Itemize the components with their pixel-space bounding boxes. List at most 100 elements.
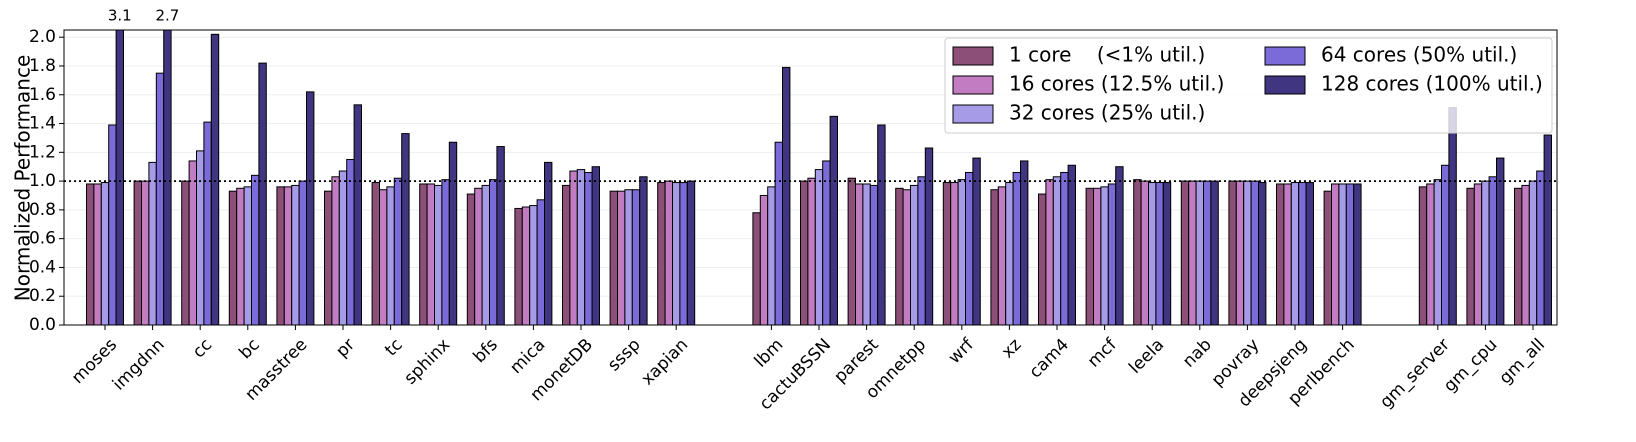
bar	[115, 30, 124, 325]
bar	[1433, 179, 1442, 325]
bar	[1012, 171, 1021, 325]
x-tick-label: cam4	[1026, 335, 1073, 382]
x-tick-label: lbm	[751, 335, 788, 372]
x-tick-label: gm_cpu	[1440, 335, 1501, 396]
bar	[1488, 176, 1497, 325]
bar	[1162, 182, 1172, 325]
y-tick-label: 0.0	[29, 315, 56, 335]
bars	[86, 30, 1552, 325]
bar	[1085, 187, 1094, 325]
bar	[466, 193, 476, 325]
bar	[306, 91, 315, 325]
bar	[474, 187, 483, 325]
x-tick-label: pr	[332, 335, 359, 362]
bar	[536, 199, 545, 325]
bar	[1536, 170, 1545, 325]
bar	[155, 72, 165, 325]
x-tick-label: bfs	[470, 335, 502, 367]
bar	[657, 182, 666, 325]
bar	[1188, 180, 1197, 325]
bar	[822, 160, 831, 325]
bar	[679, 182, 688, 325]
bar	[93, 183, 102, 325]
bar	[1276, 183, 1285, 325]
bar	[902, 189, 911, 325]
bar	[1283, 183, 1292, 325]
bar	[544, 161, 553, 325]
bar	[609, 190, 618, 325]
bar	[489, 179, 498, 325]
bar	[1290, 182, 1300, 325]
bar	[426, 183, 436, 325]
legend-label: 1 core (<1% util.)	[1009, 43, 1205, 67]
x-tick-label: xapian	[638, 335, 693, 390]
bar	[1514, 187, 1523, 325]
bar	[800, 180, 809, 325]
bar	[1155, 182, 1164, 325]
bar	[569, 170, 578, 325]
plot-frame	[63, 29, 1558, 326]
legend-swatch	[952, 46, 994, 66]
x-tick-label: gm_server	[1376, 335, 1454, 413]
y-tick-label: 0.8	[29, 200, 56, 220]
bar	[393, 177, 403, 325]
bar	[1107, 183, 1117, 325]
bar	[1331, 183, 1340, 325]
bar	[133, 180, 143, 325]
bar	[291, 184, 300, 325]
y-tick-label: 1.0	[29, 171, 56, 191]
legend-label: 32 cores (25% util.)	[1009, 101, 1205, 125]
bar	[942, 182, 952, 325]
bar	[997, 186, 1007, 325]
bar	[1496, 157, 1505, 325]
x-tick-label: cc	[189, 335, 216, 362]
x-tick-label: mica	[506, 335, 549, 378]
bar	[1005, 182, 1014, 325]
bar	[631, 189, 641, 325]
bar	[584, 171, 593, 325]
bar	[1195, 180, 1204, 325]
bar	[243, 186, 253, 325]
bar	[228, 190, 238, 325]
bar	[950, 182, 959, 325]
bar	[298, 180, 308, 325]
legend-swatch	[1264, 75, 1306, 95]
bar	[258, 62, 267, 325]
bar	[1243, 180, 1252, 325]
bar	[1148, 182, 1157, 325]
bar	[869, 184, 879, 325]
bar	[807, 177, 816, 325]
bar	[814, 169, 824, 325]
y-tick-label: 1.8	[29, 56, 56, 76]
bar	[203, 121, 212, 325]
bar	[1100, 186, 1109, 325]
bar	[672, 182, 681, 325]
bar	[877, 124, 886, 325]
x-tick-label: imgdnn	[109, 335, 169, 395]
bar	[379, 189, 388, 325]
bar	[767, 186, 776, 325]
legend-box	[944, 37, 1553, 134]
bar	[972, 157, 981, 325]
bar	[188, 160, 198, 325]
bar	[324, 190, 333, 325]
bar	[148, 161, 157, 325]
bar	[617, 190, 626, 325]
bar	[346, 159, 355, 325]
bar	[664, 180, 673, 325]
bar	[1020, 160, 1029, 325]
bar	[1466, 187, 1475, 325]
bar	[1060, 171, 1069, 325]
x-tick-label: xz	[998, 335, 1026, 363]
bar	[163, 30, 172, 325]
bar	[576, 169, 586, 325]
x-tick-label: gm_all	[1495, 335, 1549, 389]
bar	[1052, 176, 1062, 325]
y-tick-label: 0.6	[29, 229, 56, 249]
bar	[196, 150, 205, 325]
bar	[624, 189, 633, 325]
bar	[1298, 182, 1307, 325]
bar	[1448, 107, 1457, 325]
value-label: 2.7	[155, 7, 179, 25]
